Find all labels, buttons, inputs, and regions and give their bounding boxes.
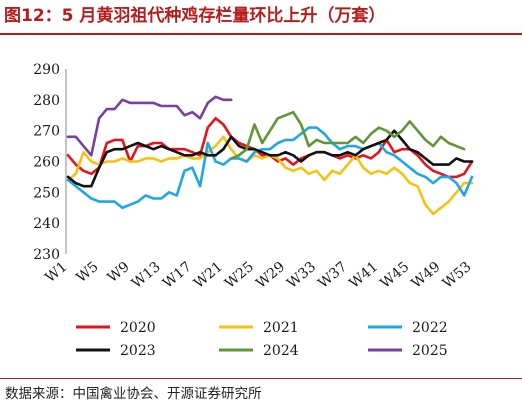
legend-item-2024: 2024 [219, 343, 299, 359]
legend-label: 2024 [263, 343, 299, 359]
x-tick-label: W9 [105, 259, 133, 286]
series-line-2023 [66, 129, 474, 188]
footer-rule [0, 378, 522, 379]
y-tick-label: 270 [33, 124, 60, 140]
x-tick-label: W5 [74, 259, 102, 286]
legend: 2020 2021 2022 2023 2024 2025 [76, 320, 448, 359]
legend-item-2022: 2022 [368, 320, 448, 336]
series-line-2022 [66, 126, 474, 210]
x-tick-label: W49 [409, 259, 444, 292]
x-tick-label: W37 [315, 259, 350, 292]
legend-label: 2020 [120, 320, 156, 336]
legend-label: 2021 [263, 320, 299, 336]
x-tick-label: W29 [253, 259, 288, 292]
series-line-2025 [66, 95, 233, 157]
y-tick-label: 280 [33, 93, 60, 109]
legend-label: 2022 [412, 320, 448, 336]
y-tick-label: 260 [33, 155, 60, 171]
y-tick-label: 240 [33, 216, 60, 232]
x-tick-label: W13 [129, 259, 164, 292]
x-tick-label: W45 [377, 259, 412, 292]
legend-item-2021: 2021 [219, 320, 299, 336]
x-tick-label: W17 [160, 259, 195, 292]
source-note: 数据来源：中国禽业协会、开源证券研究所 [5, 386, 262, 402]
x-tick-label: W21 [191, 259, 226, 292]
legend-item-2020: 2020 [76, 320, 156, 336]
legend-item-2023: 2023 [76, 343, 156, 359]
series-line-2024 [229, 110, 466, 160]
x-tick-label: W33 [284, 259, 319, 292]
figure-title: 图12：5 月黄羽祖代种鸡存栏量环比上升（万套） [4, 6, 386, 26]
legend-item-2025: 2025 [368, 343, 448, 359]
y-tick-labels: 230 240 250 260 270 280 290 [33, 62, 60, 263]
y-tick-label: 230 [33, 247, 60, 263]
y-tick-label: 290 [33, 62, 60, 78]
x-tick-label: W25 [222, 259, 257, 292]
legend-label: 2023 [120, 343, 156, 359]
series-lines [66, 95, 474, 216]
x-tick-label: W53 [440, 259, 475, 292]
legend-label: 2025 [412, 343, 448, 359]
x-tick-label: W41 [346, 259, 381, 292]
title-rule [0, 33, 522, 35]
y-tick-label: 250 [33, 185, 60, 201]
